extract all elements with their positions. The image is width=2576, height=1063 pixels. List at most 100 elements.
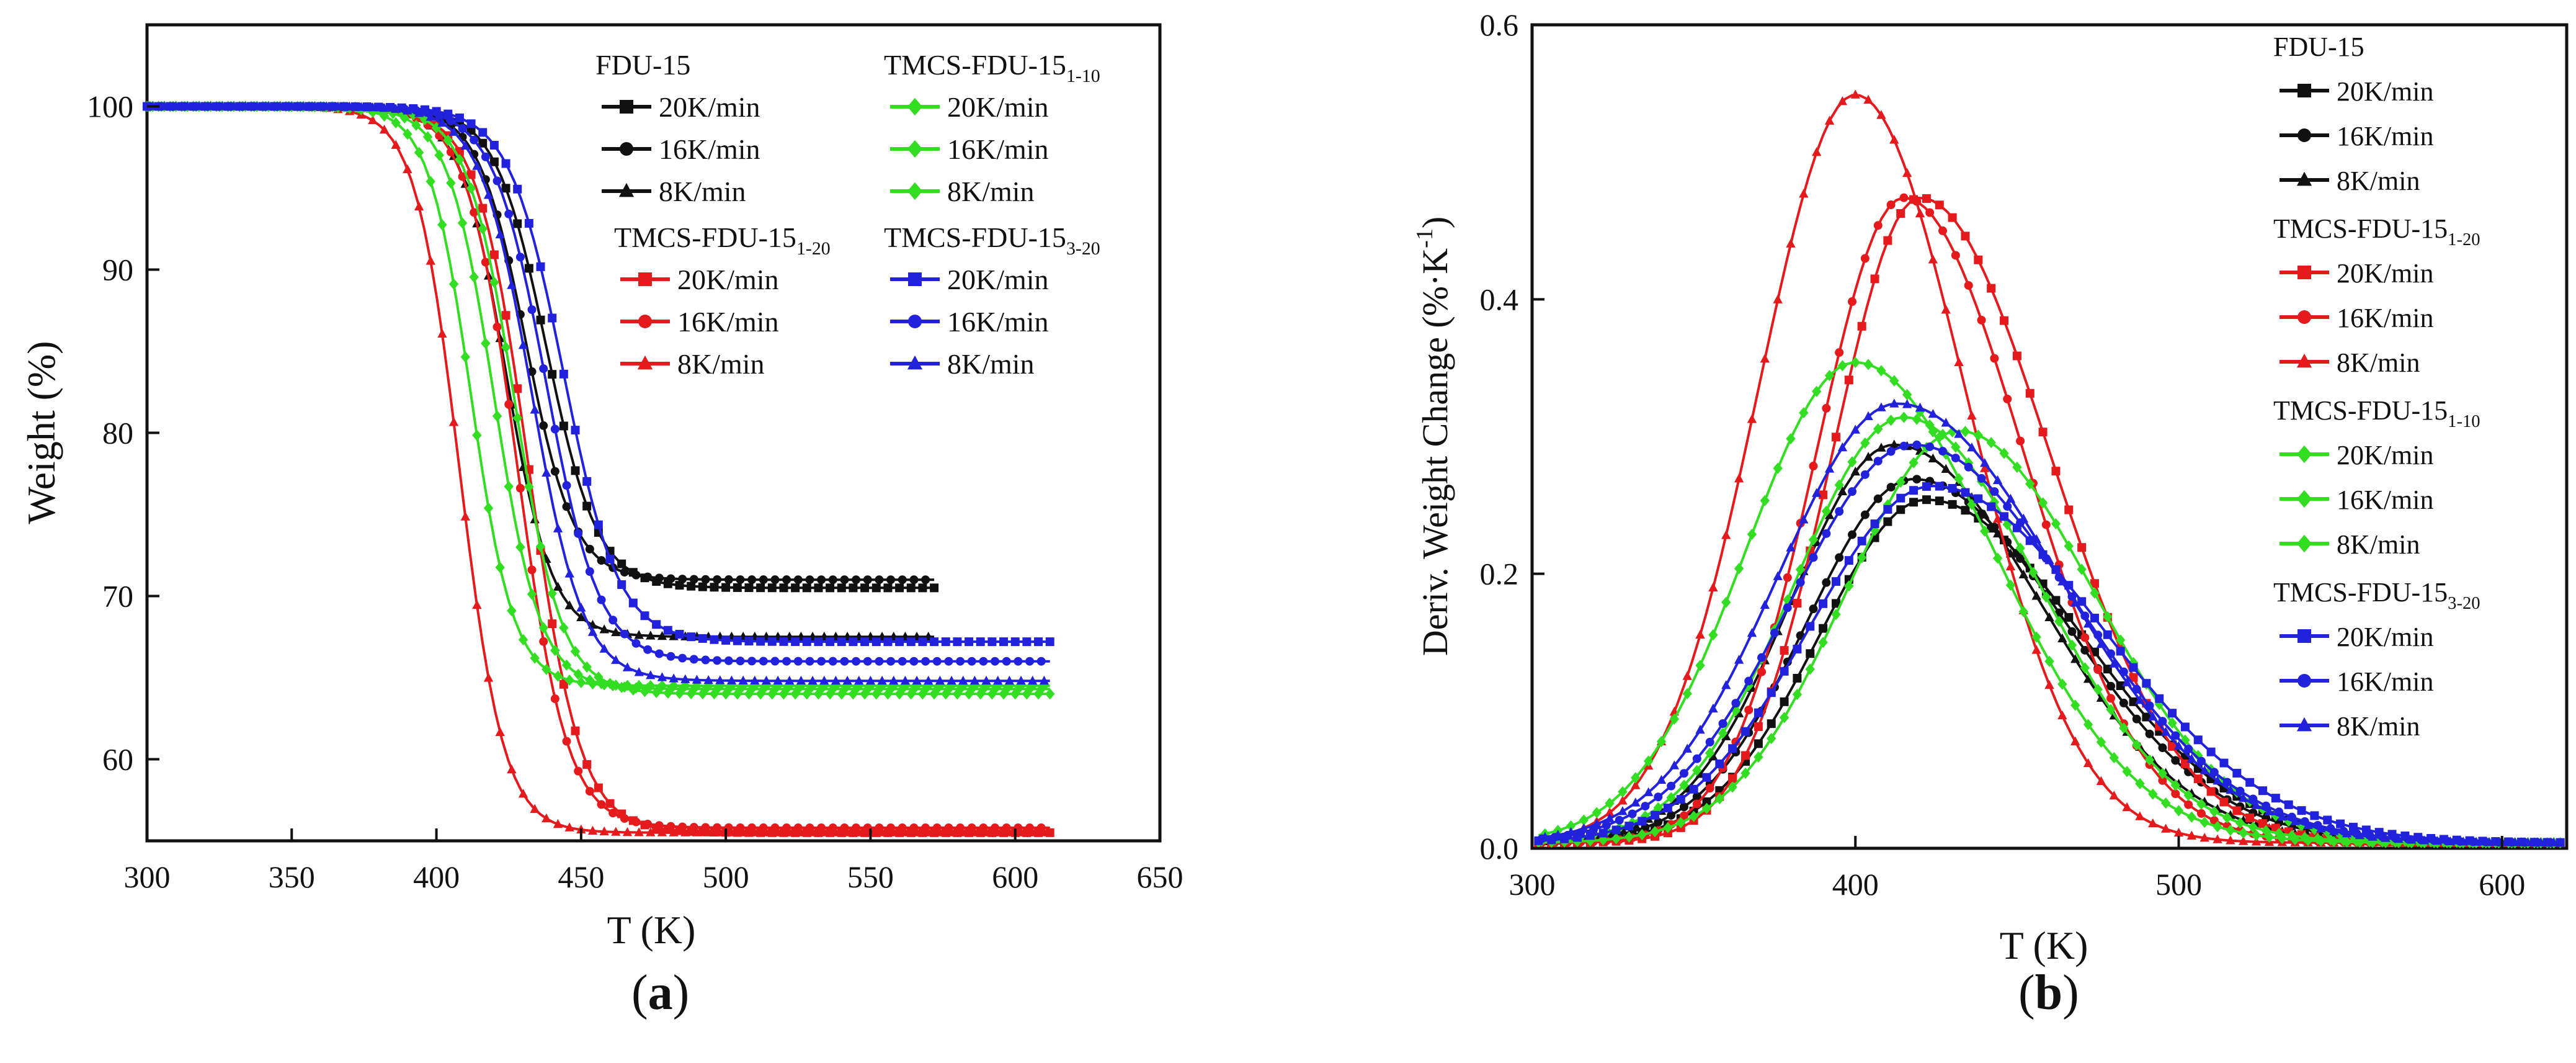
panel-b-point-tmcs-fdu-15-3-20-8k-min	[1605, 813, 1615, 822]
panel-b-point-fdu-15-20k-min	[2116, 681, 2125, 691]
panel-a-point-fdu-15-16k-min	[713, 575, 722, 584]
panel-b-point-tmcs-fdu-15-1-20-16k-min	[2184, 800, 2193, 809]
panel-b-point-fdu-15-16k-min	[1692, 792, 1701, 801]
panel-b-point-tmcs-fdu-15-1-10-20k-min	[1754, 751, 1763, 763]
panel-b-point-tmcs-fdu-15-3-20-8k-min	[1915, 402, 1925, 412]
panel-b-point-tmcs-fdu-15-1-10-20k-min	[2051, 518, 2061, 530]
panel-a-point-tmcs-fdu-15-1-10-20k-min	[674, 688, 685, 699]
panel-a-point-fdu-15-8k-min	[634, 630, 644, 639]
panel-label-b-open: (	[2018, 966, 2035, 1020]
panel-b-point-tmcs-fdu-15-3-20-8k-min	[2122, 677, 2132, 686]
panel-a-point-fdu-15-20k-min	[524, 264, 533, 273]
panel-a-point-tmcs-fdu-15-3-20-8k-min	[448, 127, 459, 136]
panel-b-point-tmcs-fdu-15-3-20-20k-min	[1793, 644, 1802, 653]
panel-b-point-tmcs-fdu-15-1-10-8k-min	[1915, 406, 1925, 418]
panel-a-point-tmcs-fdu-15-3-20-20k-min	[548, 313, 557, 323]
panel-b-point-tmcs-fdu-15-3-20-16k-min	[1964, 462, 1973, 472]
panel-b-point-tmcs-fdu-15-3-20-16k-min	[1938, 447, 1947, 456]
panel-a-point-tmcs-fdu-15-1-10-8k-min	[518, 634, 528, 645]
panel-b-point-tmcs-fdu-15-3-20-16k-min	[1628, 809, 1637, 819]
panel-b-point-tmcs-fdu-15-3-20-20k-min	[1624, 822, 1634, 831]
panel-a-point-tmcs-fdu-15-3-20-8k-min	[646, 670, 656, 680]
panel-a-point-tmcs-fdu-15-1-10-8k-min	[437, 219, 447, 231]
panel-b-point-fdu-15-8k-min	[1850, 466, 1860, 476]
panel-a-point-tmcs-fdu-15-1-20-8k-min	[1028, 827, 1038, 836]
panel-a-point-tmcs-fdu-15-1-10-20k-min	[1045, 688, 1055, 700]
panel-a-point-fdu-15-16k-min	[527, 367, 537, 376]
panel-a-legend-label: 8K/min	[947, 176, 1035, 207]
panel-b-point-fdu-15-8k-min	[2057, 633, 2067, 643]
panel-a-point-tmcs-fdu-15-1-20-8k-min	[1039, 827, 1050, 836]
panel-b-point-tmcs-fdu-15-3-20-16k-min	[1990, 487, 1999, 496]
panel-a-point-tmcs-fdu-15-3-20-20k-min	[721, 635, 731, 645]
panel-a-point-tmcs-fdu-15-1-20-8k-min	[958, 827, 968, 836]
panel-b-point-tmcs-fdu-15-1-10-8k-min	[1876, 365, 1886, 377]
panel-b-point-tmcs-fdu-15-1-20-8k-min	[1889, 135, 1899, 144]
panel-b-point-tmcs-fdu-15-3-20-8k-min	[1850, 424, 1860, 434]
panel-b-point-tmcs-fdu-15-1-10-16k-min	[1912, 413, 1922, 425]
panel-b-point-fdu-15-20k-min	[1806, 649, 1815, 658]
panel-b-point-tmcs-fdu-15-3-20-8k-min	[1799, 514, 1809, 524]
panel-a-legend-marker-square	[908, 272, 922, 286]
panel-a-point-tmcs-fdu-15-3-20-16k-min	[932, 657, 942, 666]
panel-b-point-tmcs-fdu-15-1-20-16k-min	[2093, 665, 2103, 675]
panel-b-point-tmcs-fdu-15-1-10-16k-min	[2015, 542, 2025, 554]
panel-b-point-tmcs-fdu-15-1-10-8k-min	[2070, 699, 2080, 711]
panel-b-point-tmcs-fdu-15-1-20-8k-min	[2070, 736, 2080, 745]
panel-b-point-tmcs-fdu-15-1-20-8k-min	[2186, 830, 2197, 840]
panel-a-legend-group-title-sub: 1-10	[1066, 66, 1100, 86]
panel-b-point-tmcs-fdu-15-3-20-8k-min	[2432, 836, 2443, 845]
panel-a-point-fdu-15-20k-min	[871, 583, 881, 593]
panel-a-x-tick-label: 350	[269, 859, 315, 894]
panel-b-point-tmcs-fdu-15-1-10-16k-min	[2132, 739, 2142, 751]
panel-a-point-tmcs-fdu-15-3-20-16k-min	[724, 656, 733, 665]
panel-b-point-tmcs-fdu-15-3-20-8k-min	[2070, 598, 2080, 607]
panel-a-y-tick-label: 100	[87, 89, 133, 124]
panel-b-point-tmcs-fdu-15-1-20-8k-min	[2044, 680, 2054, 689]
panel-b-x-axis: 300 400 500 600	[1509, 836, 2525, 902]
panel-b-point-fdu-15-8k-min	[1837, 486, 1848, 496]
panel-b-point-fdu-15-8k-min	[2070, 654, 2080, 663]
panel-a-point-fdu-15-16k-min	[782, 575, 791, 585]
panel-b-point-tmcs-fdu-15-1-20-8k-min	[2122, 802, 2132, 812]
panel-b-y-tick-label: 0.6	[1480, 7, 1519, 42]
panel-a-point-tmcs-fdu-15-3-20-8k-min	[460, 140, 470, 150]
panel-a-point-tmcs-fdu-15-3-20-8k-min	[981, 675, 991, 685]
panel-b-point-tmcs-fdu-15-3-20-8k-min	[2342, 828, 2352, 838]
panel-b-y-axis: 0.0 0.2 0.4 0.6	[1480, 7, 1544, 866]
panel-a-point-tmcs-fdu-15-1-10-20k-min	[790, 688, 800, 700]
panel-a-point-tmcs-fdu-15-1-10-8k-min	[495, 562, 505, 573]
panel-b-point-tmcs-fdu-15-3-20-20k-min	[2258, 786, 2268, 796]
panel-a-legend-label: 16K/min	[659, 133, 760, 165]
panel-b-point-tmcs-fdu-15-1-10-16k-min	[2067, 639, 2077, 651]
panel-a-point-fdu-15-16k-min	[805, 575, 814, 585]
panel-a-point-tmcs-fdu-15-3-20-16k-min	[898, 657, 907, 666]
panel-a-point-fdu-15-20k-min	[548, 370, 557, 379]
panel-a-point-tmcs-fdu-15-3-20-8k-min	[379, 102, 390, 112]
panel-a-point-tmcs-fdu-15-1-10-8k-min	[448, 278, 459, 290]
panel-b-point-tmcs-fdu-15-1-10-8k-min	[2368, 836, 2378, 848]
panel-a-point-fdu-15-20k-min	[756, 583, 765, 593]
panel-a-point-tmcs-fdu-15-1-10-20k-min	[999, 688, 1009, 700]
panel-a-y-tick-label: 90	[102, 253, 133, 287]
panel-a-point-tmcs-fdu-15-3-20-8k-min	[205, 101, 216, 110]
panel-a-point-tmcs-fdu-15-3-20-16k-min	[504, 209, 514, 218]
panel-a-point-tmcs-fdu-15-1-10-20k-min	[535, 540, 546, 552]
panel-a-legend-group-title: TMCS-FDU-153-20	[884, 222, 1100, 259]
panel-a-point-tmcs-fdu-15-3-20-16k-min	[1002, 657, 1011, 666]
panel-b-point-tmcs-fdu-15-1-10-16k-min	[2093, 683, 2103, 696]
panel-a-point-tmcs-fdu-15-3-20-16k-min	[713, 656, 722, 665]
panel-a-point-tmcs-fdu-15-1-20-8k-min	[657, 827, 667, 836]
panel-b-point-tmcs-fdu-15-3-20-20k-min	[2310, 811, 2319, 820]
panel-b-point-tmcs-fdu-15-3-20-20k-min	[2193, 735, 2203, 745]
panel-b-point-fdu-15-20k-min	[1780, 697, 1789, 706]
panel-b-point-tmcs-fdu-15-3-20-16k-min	[1602, 820, 1611, 830]
panel-b-point-fdu-15-8k-min	[1928, 453, 1938, 463]
panel-b-point-tmcs-fdu-15-1-10-16k-min	[2041, 591, 2051, 603]
panel-b-point-tmcs-fdu-15-1-10-20k-min	[2025, 478, 2035, 490]
panel-a-point-tmcs-fdu-15-1-20-16k-min	[504, 400, 514, 409]
panel-a-point-tmcs-fdu-15-1-20-8k-min	[703, 827, 713, 836]
panel-b-point-tmcs-fdu-15-1-10-8k-min	[1863, 359, 1873, 370]
panel-b-point-tmcs-fdu-15-1-20-16k-min	[1809, 462, 1818, 471]
panel-b-point-tmcs-fdu-15-1-10-8k-min	[2290, 833, 2300, 846]
